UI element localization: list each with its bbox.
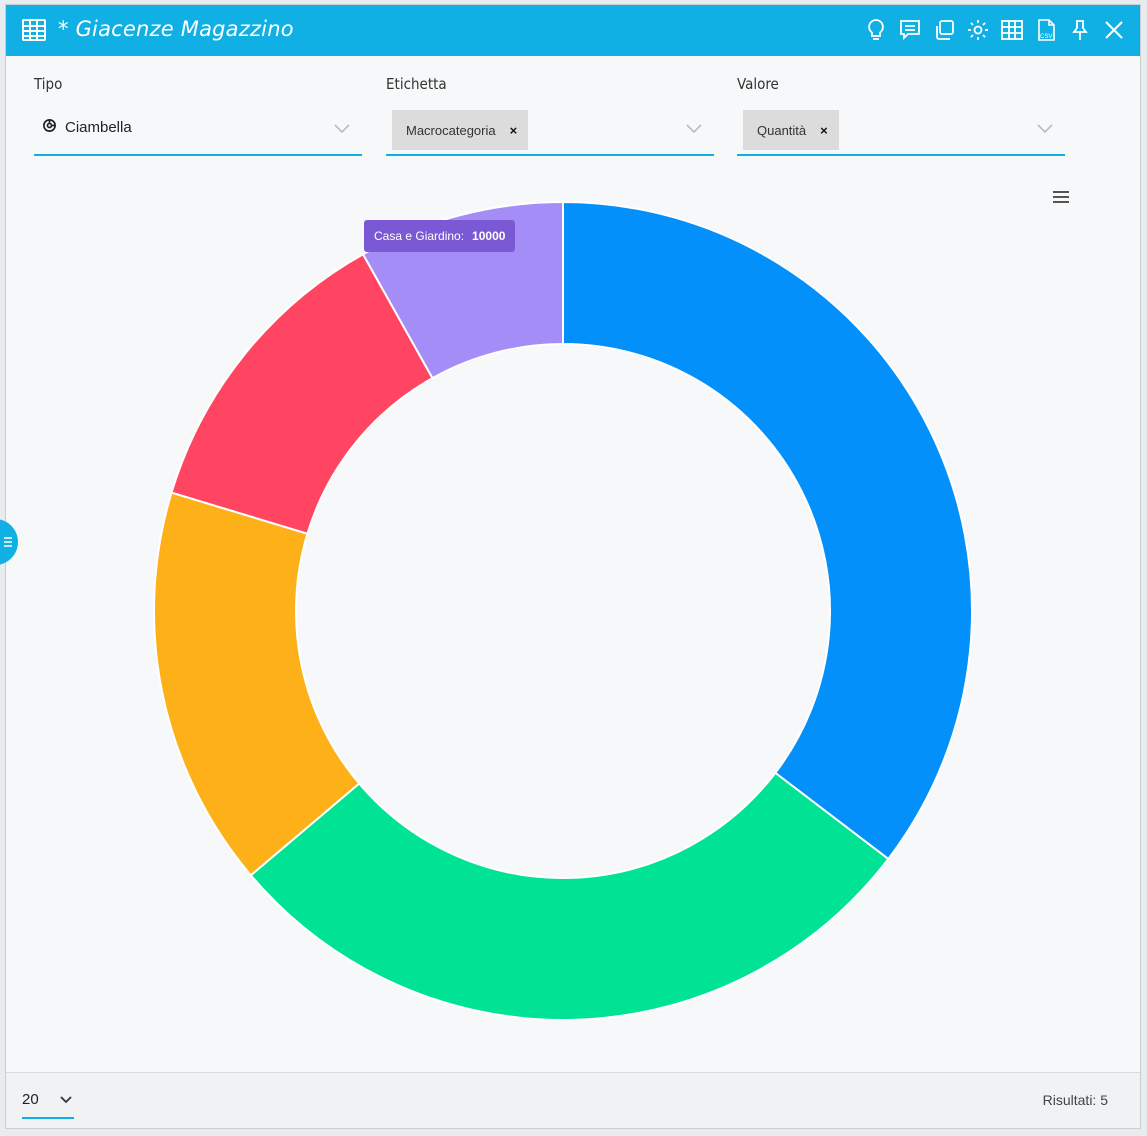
chip-label: Macrocategoria xyxy=(406,122,496,138)
chip-remove-button[interactable]: × xyxy=(509,122,518,138)
page-size-value: 20 xyxy=(22,1091,39,1108)
valore-label: Valore xyxy=(737,75,779,93)
etichetta-field: Etichetta Macrocategoria × xyxy=(386,57,714,157)
valore-select[interactable]: Quantità × xyxy=(737,104,1065,156)
valore-field: Valore Quantità × xyxy=(737,57,1065,157)
chip-label: Quantità xyxy=(757,122,807,138)
page-size-select[interactable]: 20 xyxy=(22,1087,74,1119)
donut-slice[interactable] xyxy=(562,200,973,861)
filter-bar: Tipo Ciambella Etichetta Macrocategoria … xyxy=(6,57,1140,162)
side-panel-toggle[interactable] xyxy=(0,519,18,565)
tipo-value: Ciambella xyxy=(65,119,132,136)
copy-icon[interactable] xyxy=(931,16,956,44)
close-icon[interactable] xyxy=(1101,16,1126,44)
chart-window: * Giacenze Magazzino CSV xyxy=(0,4,1142,1129)
svg-text:CSV: CSV xyxy=(1040,34,1052,40)
menu-icon[interactable] xyxy=(1050,188,1072,206)
results-count: Risultati: 5 xyxy=(1042,1092,1108,1108)
valore-chip: Quantità × xyxy=(743,110,839,150)
window-toolbar: CSV xyxy=(863,16,1126,44)
tooltip-value: 10000 xyxy=(472,229,506,243)
footer-bar: 20 Risultati: 5 xyxy=(6,1072,1140,1128)
table-icon xyxy=(21,17,47,43)
chevron-down-icon xyxy=(1037,124,1053,134)
chevron-down-icon xyxy=(60,1096,72,1104)
tipo-label: Tipo xyxy=(34,75,63,93)
title-bar: * Giacenze Magazzino CSV xyxy=(6,5,1140,56)
chart-tooltip: Casa e Giardino: 10000 xyxy=(364,220,516,252)
donut-chart xyxy=(153,200,973,1021)
tipo-field: Tipo Ciambella xyxy=(34,57,362,157)
window-title: * Giacenze Magazzino xyxy=(58,17,294,41)
donut-slice[interactable] xyxy=(153,491,361,877)
csv-icon[interactable]: CSV xyxy=(1033,16,1058,44)
lightbulb-icon[interactable] xyxy=(863,16,888,44)
tooltip-label: Casa e Giardino: xyxy=(374,229,465,243)
tipo-select[interactable]: Ciambella xyxy=(34,104,362,156)
donut-chart-icon xyxy=(42,118,57,137)
gear-icon[interactable] xyxy=(965,16,990,44)
chevron-down-icon xyxy=(334,124,350,134)
etichetta-select[interactable]: Macrocategoria × xyxy=(386,104,714,156)
pin-icon[interactable] xyxy=(1067,16,1092,44)
etichetta-chip: Macrocategoria × xyxy=(392,110,529,150)
comment-icon[interactable] xyxy=(897,16,922,44)
list-icon xyxy=(4,537,12,547)
donut-slice[interactable] xyxy=(249,771,890,1021)
table-icon[interactable] xyxy=(999,16,1024,44)
etichetta-label: Etichetta xyxy=(386,75,447,93)
chart-area: Casa e Giardino: 10000 xyxy=(6,162,1142,1072)
chip-remove-button[interactable]: × xyxy=(820,122,828,138)
chevron-down-icon xyxy=(686,124,702,134)
